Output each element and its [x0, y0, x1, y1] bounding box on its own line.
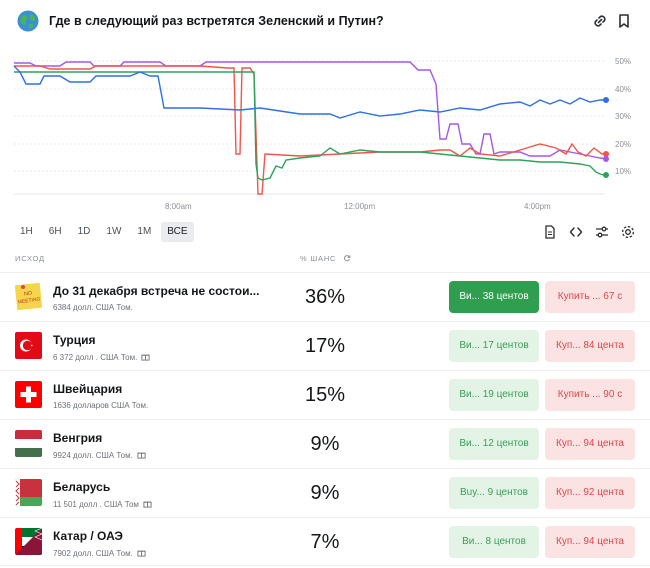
x-tick-label: 4:00pm [524, 202, 551, 211]
qatar-uae-flag-icon [15, 528, 42, 555]
document-icon[interactable] [542, 224, 558, 240]
series-line-belarus [14, 71, 606, 181]
buy-no-button[interactable]: Куп... 84 цента [545, 330, 635, 362]
series-endpoint-no-meeting [603, 97, 609, 103]
chart-svg: 50% 40% 30% 20% 10% 8:00am 12:00pm 4:00p… [13, 57, 631, 211]
svg-text:NO: NO [24, 290, 34, 297]
buy-no-button[interactable]: Купить ... 67 с [545, 281, 635, 313]
outcome-volume: 6 372 долл . США Том. [53, 353, 138, 362]
outcome-chance: 7% [310, 531, 340, 553]
switzerland-flag-icon [15, 381, 42, 408]
outcome-volume: 6384 долл. США Том. [53, 303, 133, 312]
chart-tools [542, 224, 636, 240]
series-line-no-meeting [13, 65, 606, 119]
outcome-row[interactable]: NO MEETING До 31 декабря встреча не сост… [0, 272, 650, 321]
gift-icon [141, 354, 150, 361]
gift-icon [137, 452, 146, 459]
hungary-flag-icon [15, 430, 42, 457]
range-6h[interactable]: 6H [48, 226, 62, 237]
outcome-volume: 11 501 долл . США Том [53, 500, 139, 509]
outcome-row[interactable]: Беларусь 11 501 долл . США Том 9% Buy...… [0, 468, 650, 517]
buy-yes-button[interactable]: Buy... 9 центов [449, 477, 539, 509]
outcome-volume-line: 9924 долл. США Том. [53, 450, 146, 460]
outcome-volume: 1636 долларов США Том. [53, 401, 149, 410]
x-tick-label: 8:00am [165, 202, 192, 211]
series-line-turkey [14, 65, 606, 195]
outcome-name: До 31 декабря встреча не состои... [53, 284, 260, 298]
market-header: Где в следующий раз встретятся Зеленский… [0, 0, 650, 44]
code-icon[interactable] [568, 224, 584, 240]
buy-no-button[interactable]: Куп... 92 цента [545, 477, 635, 509]
y-tick-label: 20% [615, 140, 631, 149]
range-all[interactable]: ВСЕ [161, 222, 194, 242]
gift-icon [137, 550, 146, 557]
outcome-name: Швейцария [53, 382, 123, 396]
outcome-chance: 36% [304, 286, 346, 308]
column-header-chance-label: % ШАНС [300, 254, 337, 263]
gift-icon [143, 501, 152, 508]
range-1w[interactable]: 1W [106, 226, 122, 237]
buy-yes-button[interactable]: Ви... 17 центов [449, 330, 539, 362]
outcome-volume: 9924 долл. США Том. [53, 451, 133, 460]
y-tick-label: 50% [615, 57, 631, 66]
outcome-chance: 15% [304, 384, 346, 406]
link-icon[interactable] [591, 12, 609, 30]
outcome-chance: 9% [310, 482, 340, 504]
series-endpoint-turkey [603, 151, 609, 157]
bookmark-icon[interactable] [615, 12, 633, 30]
outcome-list: NO MEETING До 31 декабря встреча не сост… [0, 272, 650, 566]
globe-icon [17, 10, 39, 32]
series-endpoint-switzerland [603, 156, 609, 162]
buy-yes-button[interactable]: Ви... 19 центов [449, 379, 539, 411]
column-header-chance: % ШАНС [300, 254, 351, 263]
price-chart[interactable]: 50% 40% 30% 20% 10% 8:00am 12:00pm 4:00p… [0, 44, 650, 214]
range-1h[interactable]: 1H [20, 226, 33, 237]
outcome-row[interactable]: Турция 6 372 долл . США Том. 17% Ви... 1… [0, 321, 650, 370]
outcome-row[interactable]: Венгрия 9924 долл. США Том. 9% Ви... 12 … [0, 419, 650, 468]
time-range-selector: 1H 6H 1D 1W 1M ВСЕ [14, 222, 194, 242]
no-meeting-sticker-icon: NO MEETING [15, 283, 42, 310]
belarus-flag-icon [15, 479, 42, 506]
outcome-row[interactable]: Швейцария 1636 долларов США Том. 15% Ви.… [0, 370, 650, 419]
outcome-row[interactable]: Катар / ОАЭ 7902 долл. США Том. 7% Ви...… [0, 517, 650, 566]
buy-no-button[interactable]: Куп... 94 цента [545, 428, 635, 460]
buy-yes-button[interactable]: Ви... 12 центов [449, 428, 539, 460]
outcome-name: Венгрия [53, 431, 103, 445]
range-1d[interactable]: 1D [77, 226, 91, 237]
outcome-name: Турция [53, 333, 96, 347]
outcome-volume-line: 6 372 долл . США Том. [53, 352, 150, 362]
sliders-icon[interactable] [594, 224, 610, 240]
outcome-name: Беларусь [53, 480, 111, 494]
y-tick-label: 40% [615, 85, 631, 94]
market-title: Где в следующий раз встретятся Зеленский… [49, 14, 384, 28]
y-tick-label: 30% [615, 112, 631, 121]
x-tick-label: 12:00pm [344, 202, 375, 211]
gear-icon[interactable] [620, 224, 636, 240]
outcome-volume-line: 7902 долл. США Том. [53, 548, 146, 558]
buy-yes-button[interactable]: Ви... 8 центов [449, 526, 539, 558]
outcome-chance: 17% [304, 335, 346, 357]
outcome-volume-line: 11 501 долл . США Том [53, 499, 152, 509]
series-endpoint-belarus [603, 172, 609, 178]
range-1m[interactable]: 1M [137, 226, 152, 237]
buy-yes-button[interactable]: Ви... 38 центов [449, 281, 539, 313]
turkey-flag-icon [15, 332, 42, 359]
outcome-volume: 7902 долл. США Том. [53, 549, 133, 558]
buy-no-button[interactable]: Куп... 94 цента [545, 526, 635, 558]
refresh-icon[interactable] [343, 254, 351, 262]
grid-lines [14, 60, 605, 195]
column-header-outcome: ИСХОД [15, 254, 45, 263]
outcome-chance: 9% [310, 433, 340, 455]
buy-no-button[interactable]: Купить ... 90 с [545, 379, 635, 411]
outcome-name: Катар / ОАЭ [53, 529, 123, 543]
y-tick-label: 10% [615, 167, 631, 176]
svg-text:MEETING: MEETING [17, 296, 41, 305]
